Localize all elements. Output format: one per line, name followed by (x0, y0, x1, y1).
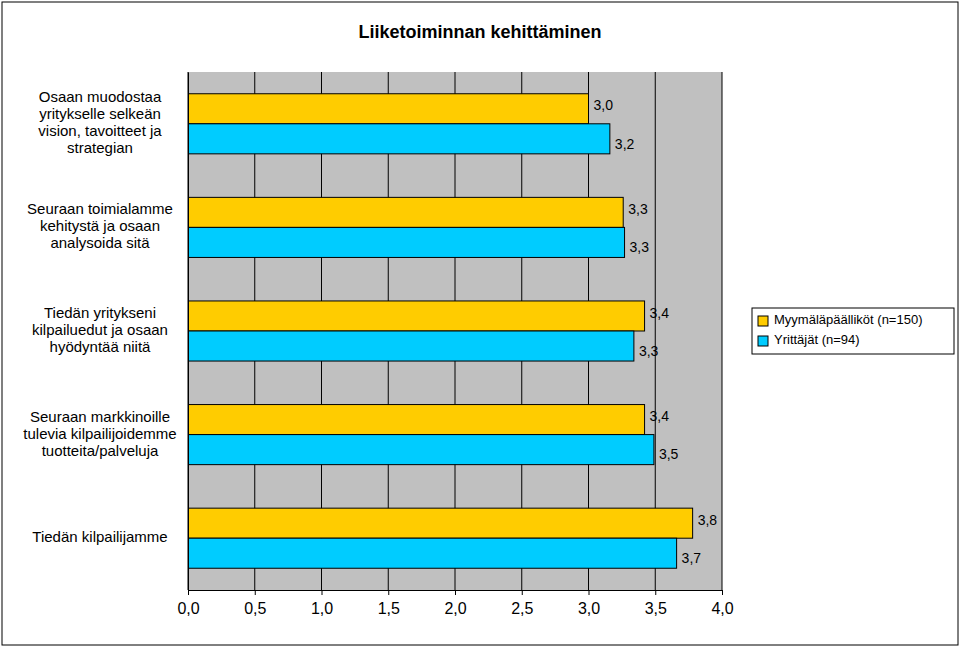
x-tick-label: 2,5 (511, 600, 533, 617)
y-tick: Tiedän yrityksenikilpailuedut ja osaanhy… (32, 304, 188, 355)
legend-label: Yrittäjät (n=94) (774, 332, 860, 347)
x-tick: 2,5 (511, 590, 533, 617)
x-tick-label: 3,5 (645, 600, 667, 617)
y-tick-label: Seuraan toimialammekehitystä ja osaanana… (27, 200, 173, 251)
data-label: 3,3 (630, 239, 650, 255)
legend-label: Myymäläpäälliköt (n=150) (774, 312, 922, 327)
data-label: 3,3 (639, 343, 659, 359)
x-tick-mark (455, 590, 456, 595)
y-tick: Osaan muodostaayritykselle selkeänvision… (38, 88, 188, 156)
y-axis-line (188, 73, 189, 591)
legend-swatch (758, 336, 768, 346)
bar (188, 538, 677, 568)
bar (188, 405, 645, 435)
x-tick-mark (722, 590, 723, 595)
legend-box (752, 308, 954, 354)
x-tick: 4,0 (711, 590, 733, 617)
x-tick: 0,0 (177, 590, 199, 617)
y-tick-label-line: kilpailuedut ja osaan (32, 321, 168, 338)
x-tick-mark (255, 590, 256, 595)
y-tick-label-line: Osaan muodostaa (39, 88, 162, 105)
x-tick: 2,0 (444, 590, 466, 617)
legend: Myymäläpäälliköt (n=150) Yrittäjät (n=94) (752, 308, 954, 354)
y-tick: Tiedän kilpailijamme (32, 528, 188, 545)
y-tick-label-line: Tiedän yritykseni (44, 304, 156, 321)
x-tick-mark (188, 590, 189, 595)
y-tick-label-line: analysoida sitä (50, 234, 150, 251)
data-label: 3,7 (682, 550, 702, 566)
grid-line (188, 72, 189, 590)
grid-line (722, 72, 723, 590)
bar (188, 435, 654, 465)
x-tick-label: 0,5 (244, 600, 266, 617)
data-label: 3,8 (698, 512, 718, 528)
x-tick: 3,5 (645, 590, 667, 617)
data-label: 3,4 (650, 305, 670, 321)
x-tick-mark (589, 590, 590, 595)
legend-entry: Myymäläpäälliköt (n=150) (758, 312, 922, 327)
legend-swatch (758, 316, 768, 326)
data-labels: 3,0 3,3 3,4 3,4 3,8 3,2 3,3 3,3 3,5 3,7 (594, 97, 718, 565)
y-tick-label-line: tuotteita/palveluja (42, 442, 159, 459)
y-tick-label-line: vision, tavoitteet ja (38, 122, 162, 139)
y-tick-label-line: kehitystä ja osaan (40, 217, 160, 234)
y-tick-label: Tiedän yrityksenikilpailuedut ja osaanhy… (32, 304, 168, 355)
y-tick-label: Tiedän kilpailijamme (32, 528, 167, 545)
y-tick-label: Seuraan markkinoilletulevia kilpailijoid… (23, 408, 176, 459)
x-axis: 0,0 0,5 1,0 1,5 2,0 2,5 3,0 3,5 4,0 (177, 590, 733, 617)
y-axis: Osaan muodostaayritykselle selkeänvision… (23, 73, 188, 591)
data-label: 3,3 (628, 201, 648, 217)
x-tick-label: 1,5 (378, 600, 400, 617)
x-tick-mark (388, 590, 389, 595)
y-tick-label-line: Tiedän kilpailijamme (32, 528, 167, 545)
x-tick-mark (522, 590, 523, 595)
bar (188, 301, 645, 331)
y-tick-label-line: Seuraan markkinoille (30, 408, 170, 425)
bar (188, 227, 625, 257)
title: Liiketoiminnan kehittäminen (358, 22, 601, 42)
y-tick-label: Osaan muodostaayritykselle selkeänvision… (38, 88, 162, 156)
data-label: 3,5 (659, 446, 679, 462)
bar (188, 508, 693, 538)
y-tick-label-line: yritykselle selkeän (39, 105, 161, 122)
x-tick-mark (655, 590, 656, 595)
bar (188, 124, 610, 154)
plot-area (188, 72, 722, 590)
x-tick: 1,5 (378, 590, 400, 617)
y-tick-label-line: Seuraan toimialamme (27, 200, 173, 217)
y-tick-label-line: strategian (67, 139, 133, 156)
grid (188, 72, 722, 590)
x-axis-line (189, 591, 723, 596)
x-tick: 3,0 (578, 590, 600, 617)
x-tick: 1,0 (311, 590, 333, 617)
y-tick-label-line: tulevia kilpailijoidemme (23, 425, 176, 442)
x-tick-label: 4,0 (711, 600, 733, 617)
data-label: 3,2 (615, 136, 635, 152)
x-tick: 0,5 (244, 590, 266, 617)
y-tick: Seuraan markkinoilletulevia kilpailijoid… (23, 408, 188, 459)
x-tick-mark (322, 590, 323, 595)
x-tick-label: 2,0 (444, 600, 466, 617)
x-tick-label: 3,0 (578, 600, 600, 617)
x-tick-label: 1,0 (311, 600, 333, 617)
legend-entry: Yrittäjät (n=94) (758, 332, 860, 347)
bar (188, 331, 634, 361)
data-label: 3,0 (594, 97, 614, 113)
data-label: 3,4 (650, 408, 670, 424)
y-tick: Seuraan toimialammekehitystä ja osaanana… (27, 200, 188, 251)
bars (188, 94, 693, 568)
chart-border (2, 2, 958, 645)
bar (188, 197, 623, 227)
chart: Liiketoiminnan kehittäminen3,03,33,43,43… (0, 0, 960, 647)
y-tick-label-line: hyödyntää niitä (50, 338, 152, 355)
x-tick-label: 0,0 (177, 600, 199, 617)
bar (188, 94, 589, 124)
